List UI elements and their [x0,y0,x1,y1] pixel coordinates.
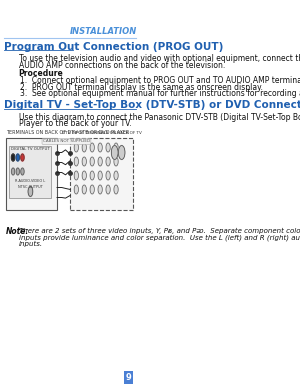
Text: CABLES NOT SUPPLIED: CABLES NOT SUPPLIED [43,140,90,144]
Circle shape [114,171,118,180]
Text: 9: 9 [126,373,132,382]
Circle shape [111,146,118,159]
Text: Use this diagram to connect the Panasonic DTV-STB (Digital TV-Set-Top Box) or DV: Use this diagram to connect the Panasoni… [19,113,300,121]
Text: NTSC OUTPUT: NTSC OUTPUT [18,185,43,189]
Circle shape [90,143,94,152]
Text: 1.  Connect optional equipment to PROG OUT and TO AUDIO AMP terminals.: 1. Connect optional equipment to PROG OU… [20,76,300,85]
Circle shape [90,171,94,180]
FancyBboxPatch shape [124,371,134,384]
Circle shape [114,143,118,152]
Text: AUDIO AMP connections on the back of the television.: AUDIO AMP connections on the back of the… [19,61,225,70]
Text: inputs.: inputs. [19,241,43,247]
Circle shape [74,157,78,166]
Circle shape [106,185,110,194]
Text: R-AUDIO-VIDEO L: R-AUDIO-VIDEO L [15,178,46,182]
Circle shape [16,154,20,161]
Circle shape [90,157,94,166]
Circle shape [21,154,24,161]
Circle shape [90,185,94,194]
Bar [70,137,134,210]
Text: TERMINALS ON BACK OF DTV-STB OR DVD PLAYER: TERMINALS ON BACK OF DTV-STB OR DVD PLAY… [6,130,129,135]
Circle shape [118,146,125,159]
Circle shape [106,143,110,152]
Circle shape [82,185,86,194]
Circle shape [98,143,102,152]
Text: Procedure: Procedure [19,69,64,78]
Circle shape [106,171,110,180]
Circle shape [98,185,102,194]
Text: INSTALLATION: INSTALLATION [70,27,137,36]
Circle shape [98,157,102,166]
Circle shape [114,185,118,194]
Text: 2.  PROG OUT terminal display is the same as onscreen display.: 2. PROG OUT terminal display is the same… [20,83,262,92]
Text: Player to the back of your TV.: Player to the back of your TV. [19,120,131,128]
Circle shape [82,171,86,180]
Bar [9,146,52,197]
Text: DTV INPUT TERMINALS ON BACK OF TV: DTV INPUT TERMINALS ON BACK OF TV [62,132,142,135]
Circle shape [82,157,86,166]
Text: inputs provide luminance and color separation.  Use the L (left) and R (right) a: inputs provide luminance and color separ… [19,234,300,241]
Circle shape [82,143,86,152]
Text: DIGITAL TV OUTPUT: DIGITAL TV OUTPUT [11,147,50,151]
Text: To use the television audio and video with optional equipment, connect the PROG : To use the television audio and video wi… [19,54,300,63]
Text: 3.  See optional equipment manual for further instructions for recording and mon: 3. See optional equipment manual for fur… [20,89,300,98]
Circle shape [74,143,78,152]
Text: There are 2 sets of three video inputs, Y, Pᴃ, and Pᴔ.  Separate component color: There are 2 sets of three video inputs, … [19,227,300,234]
Bar [6,137,57,210]
Circle shape [74,171,78,180]
Circle shape [16,168,20,175]
Circle shape [114,157,118,166]
Text: Digital TV - Set-Top Box (DTV-STB) or DVD Connection: Digital TV - Set-Top Box (DTV-STB) or DV… [4,99,300,109]
Circle shape [28,187,33,196]
Text: Note:: Note: [6,227,29,237]
Text: Program Out Connection (PROG OUT): Program Out Connection (PROG OUT) [4,42,223,52]
Circle shape [21,168,24,175]
Circle shape [106,157,110,166]
Circle shape [98,171,102,180]
Circle shape [11,154,15,161]
Circle shape [74,185,78,194]
Circle shape [11,168,15,175]
